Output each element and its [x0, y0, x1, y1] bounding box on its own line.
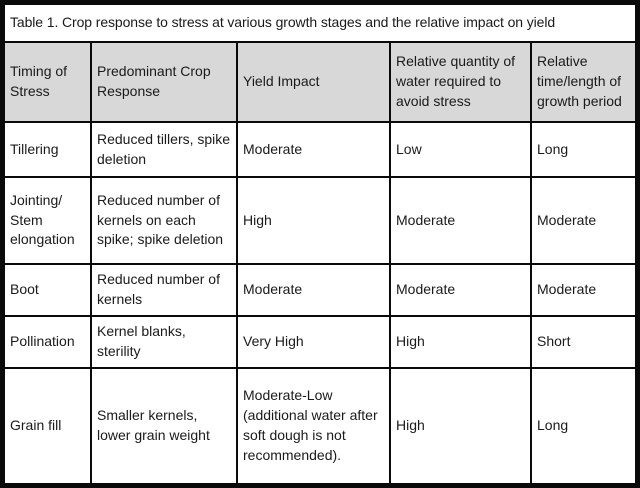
cell-water: Moderate: [389, 263, 532, 317]
cell-time: Short: [530, 315, 637, 369]
cell-response: Reduced tillers, spike deletion: [90, 121, 238, 178]
cell-yield-impact: Very High: [236, 315, 391, 369]
cell-time: Moderate: [530, 176, 637, 265]
cell-water: Low: [389, 121, 532, 178]
table-row-boot: Boot Reduced number of kernels Moderate …: [3, 263, 637, 317]
cell-yield-impact: High: [236, 176, 391, 265]
column-header-yield-impact: Yield Impact: [236, 41, 391, 123]
column-header-timing-of-stress: Timing of Stress: [3, 41, 92, 123]
header-row: Timing of Stress Predominant Crop Respon…: [3, 41, 637, 123]
cell-time: Long: [530, 367, 637, 485]
table-row-pollination: Pollination Kernel blanks, sterility Ver…: [3, 315, 637, 369]
cell-time: Moderate: [530, 263, 637, 317]
cell-water: High: [389, 315, 532, 369]
cell-yield-impact: Moderate-Low (additional water after sof…: [236, 367, 391, 485]
cell-timing: Pollination: [3, 315, 92, 369]
cell-time: Long: [530, 121, 637, 178]
cell-timing: Jointing/ Stem elongation: [3, 176, 92, 265]
table-row-tillering: Tillering Reduced tillers, spike deletio…: [3, 121, 637, 178]
cell-timing: Boot: [3, 263, 92, 317]
cell-timing: Tillering: [3, 121, 92, 178]
column-header-predominant-crop-response: Predominant Crop Response: [90, 41, 238, 123]
cell-response: Reduced number of kernels on each spike;…: [90, 176, 238, 265]
cell-water: Moderate: [389, 176, 532, 265]
table-title: Table 1. Crop response to stress at vari…: [3, 3, 637, 43]
crop-stress-table: Table 1. Crop response to stress at vari…: [3, 3, 637, 485]
cell-response: Reduced number of kernels: [90, 263, 238, 317]
cell-timing: Grain fill: [3, 367, 92, 485]
cell-yield-impact: Moderate: [236, 121, 391, 178]
column-header-water-required: Relative quantity of water required to a…: [389, 41, 532, 123]
cell-response: Kernel blanks, sterility: [90, 315, 238, 369]
cell-response: Smaller kernels, lower grain weight: [90, 367, 238, 485]
table-row-grain-fill: Grain fill Smaller kernels, lower grain …: [3, 367, 637, 485]
cell-water: High: [389, 367, 532, 485]
table-row-jointing: Jointing/ Stem elongation Reduced number…: [3, 176, 637, 265]
column-header-growth-period: Relative time/length of growth period: [530, 41, 637, 123]
cell-yield-impact: Moderate: [236, 263, 391, 317]
